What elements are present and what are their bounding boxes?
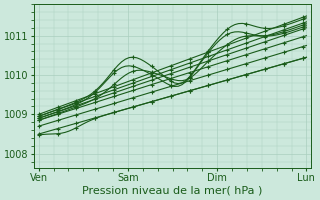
X-axis label: Pression niveau de la mer( hPa ): Pression niveau de la mer( hPa )	[82, 186, 263, 196]
